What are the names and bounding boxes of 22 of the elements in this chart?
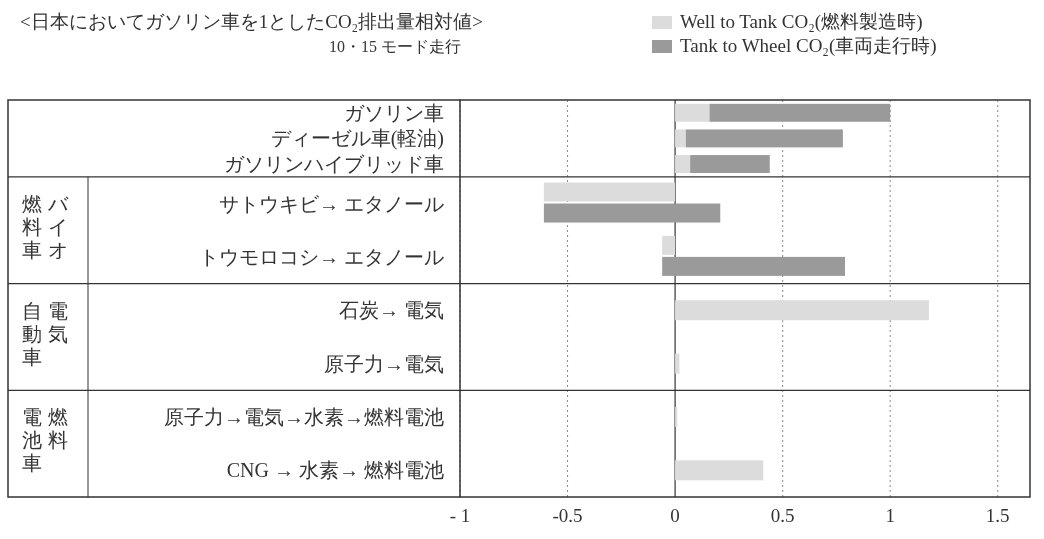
- text: 電気自動車: [22, 299, 68, 368]
- legend-label: Well to Tank CO₂(燃料製造時): [680, 11, 923, 33]
- text: バイオ燃料車: [22, 192, 68, 261]
- text: 燃料電池車: [22, 406, 68, 475]
- x-tick-label: 0.5: [770, 505, 795, 526]
- y-tick-label: ガソリンハイブリッド車: [224, 153, 444, 176]
- x-tick-label: 1.5: [985, 505, 1010, 526]
- y-tick-label: 石炭→ 電気: [339, 299, 444, 322]
- y-tick-label: 原子力→電気→水素→燃料電池: [164, 405, 444, 428]
- x-tick-label: 1: [885, 505, 895, 526]
- text: <日本においてガソリン車を1としたCO₂排出量相対値>: [20, 11, 483, 32]
- x-tick-label: -0.5: [552, 505, 583, 526]
- y-tick-label: 原子力→電気: [324, 352, 444, 375]
- x-tick-label: 0: [670, 505, 680, 526]
- y-tick-label: トウモロコシ→ エタノール: [199, 245, 444, 268]
- y-tick-label: ディーゼル車(軽油): [270, 127, 444, 151]
- y-tick-label: CNG → 水素→ 燃料電池: [226, 459, 444, 482]
- legend-label: Tank to Wheel CO₂(車両走行時): [680, 35, 937, 57]
- y-tick-label: ガソリン車: [344, 101, 444, 124]
- y-tick-label: サトウキビ→ エタノール: [219, 192, 444, 215]
- x-tick-label: - 1: [449, 505, 471, 526]
- chart-subtitle: 10・15 モード走行: [329, 38, 461, 55]
